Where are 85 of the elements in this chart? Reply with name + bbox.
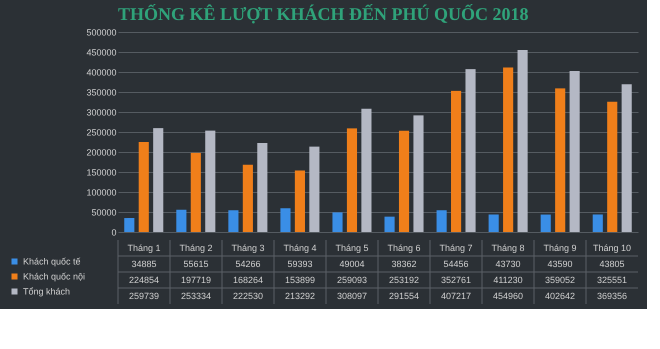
- bar: [451, 90, 462, 232]
- data-label: 213292: [284, 291, 316, 301]
- bar: [242, 164, 253, 232]
- bar: [488, 214, 499, 232]
- x-tick-label: Tháng 3: [231, 243, 265, 253]
- data-label: 259093: [336, 275, 368, 285]
- y-tick-label: 400000: [86, 68, 116, 78]
- bar: [190, 152, 201, 232]
- data-label: 153899: [284, 275, 316, 285]
- data-label: 222530: [232, 291, 264, 301]
- data-label: 43590: [547, 259, 573, 269]
- data-label: 38362: [391, 259, 417, 269]
- legend-label: Khách quốc nội: [23, 272, 86, 282]
- bar: [280, 208, 291, 232]
- bar: [592, 214, 603, 232]
- bar: [205, 130, 216, 232]
- y-tick-label: 150000: [86, 168, 116, 178]
- y-tick-label: 350000: [86, 88, 116, 98]
- data-label: 259739: [128, 291, 160, 301]
- x-tick-label: Tháng 10: [592, 243, 632, 253]
- bar: [294, 170, 305, 232]
- data-label: 325551: [596, 275, 628, 285]
- data-label: 43805: [599, 259, 625, 269]
- bar: [153, 128, 164, 232]
- y-tick-label: 0: [111, 228, 116, 238]
- bar: [346, 128, 358, 232]
- data-label: 168264: [232, 275, 264, 285]
- x-tick-label: Tháng 9: [543, 243, 577, 253]
- bar: [138, 142, 149, 232]
- data-label: 402642: [544, 291, 576, 301]
- data-label: 308097: [336, 291, 368, 301]
- y-tick-label: 50000: [91, 208, 116, 218]
- y-tick-label: 500000: [86, 28, 116, 38]
- y-tick-label: 200000: [86, 148, 116, 158]
- data-label: 224854: [128, 275, 160, 285]
- legend-label: Khách quốc tế: [23, 256, 81, 266]
- data-label: 49004: [339, 259, 365, 269]
- data-label: 59393: [287, 259, 313, 269]
- bar: [622, 84, 632, 232]
- data-label: 54456: [443, 259, 469, 269]
- bar: [436, 210, 447, 232]
- x-tick-label: Tháng 1: [127, 243, 161, 253]
- bar: [384, 216, 395, 232]
- bar: [398, 130, 410, 232]
- bar: [332, 212, 343, 232]
- x-tick-label: Tháng 7: [439, 243, 473, 253]
- data-label: 54266: [235, 259, 261, 269]
- data-label: 407217: [440, 291, 472, 301]
- y-tick-label: 450000: [86, 48, 116, 58]
- x-tick-label: Tháng 2: [179, 243, 213, 253]
- bar: [257, 142, 268, 232]
- bar: [124, 218, 134, 232]
- data-label: 291554: [388, 291, 420, 301]
- bar: [361, 108, 372, 232]
- bar: [309, 146, 320, 232]
- bar: [555, 88, 566, 232]
- bar: [413, 115, 424, 232]
- data-label: 43730: [495, 259, 521, 269]
- x-tick-label: Tháng 6: [387, 243, 421, 253]
- bar: [465, 69, 476, 232]
- data-label: 411230: [493, 275, 523, 285]
- data-label: 34885: [131, 259, 157, 269]
- bar: [540, 214, 551, 232]
- bar: [607, 102, 618, 232]
- data-label: 369356: [596, 291, 628, 301]
- data-label: 253192: [388, 275, 420, 285]
- y-tick-label: 100000: [86, 188, 116, 198]
- y-tick-label: 300000: [86, 108, 116, 118]
- x-tick-label: Tháng 4: [283, 243, 317, 253]
- bar: [570, 70, 580, 232]
- legend-label: Tổng khách: [23, 286, 70, 296]
- chart-title: THỐNG KÊ LƯỢT KHÁCH ĐẾN PHÚ QUỐC 2018: [118, 3, 529, 24]
- x-tick-label: Tháng 5: [335, 243, 369, 253]
- data-label: 359052: [544, 275, 576, 285]
- bar: [518, 50, 528, 232]
- bar: [228, 210, 238, 232]
- bar: [176, 210, 186, 232]
- data-label: 197719: [180, 275, 212, 285]
- data-label: 352761: [440, 275, 472, 285]
- bar: [503, 68, 514, 232]
- data-label: 253334: [180, 291, 212, 301]
- x-tick-label: Tháng 8: [491, 243, 525, 253]
- data-label: 55615: [183, 259, 209, 269]
- y-tick-label: 250000: [86, 128, 116, 138]
- data-label: 454960: [492, 291, 524, 301]
